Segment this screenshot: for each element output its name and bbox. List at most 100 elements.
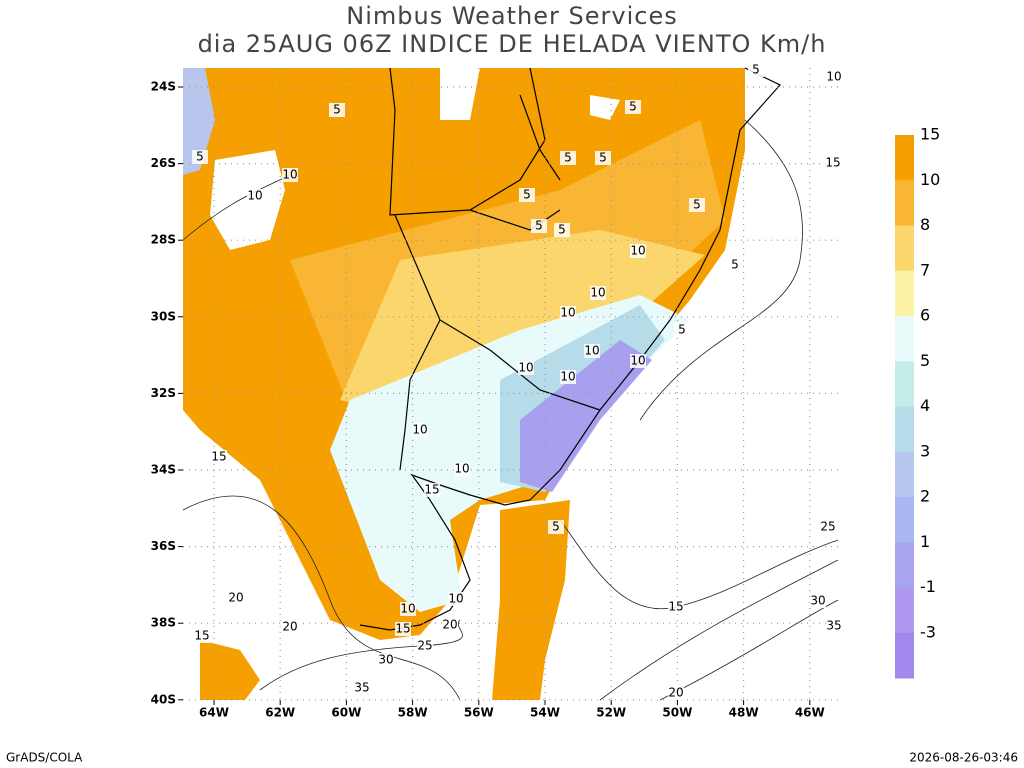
lat-label: 34S xyxy=(151,463,176,477)
contour-label: 20 xyxy=(668,686,683,700)
contour-label: 5 xyxy=(552,520,560,534)
contour-label-bg xyxy=(689,198,705,212)
contour-label: 5 xyxy=(678,323,686,337)
contour-label: 10 xyxy=(448,592,463,606)
contour-label: 5 xyxy=(333,103,341,117)
contour-label-bg xyxy=(560,151,576,165)
colorbar-label: 8 xyxy=(920,215,930,234)
lat-label: 38S xyxy=(151,616,176,630)
contour-label-bg xyxy=(548,520,564,534)
contour-label: 15 xyxy=(194,629,209,643)
contour-label-bg xyxy=(282,620,298,634)
lon-label: 50W xyxy=(662,706,692,720)
colorbar-label: 15 xyxy=(920,125,940,144)
lon-label: 56W xyxy=(464,706,494,720)
contour-label: 20 xyxy=(228,591,243,605)
contour-label-bg xyxy=(748,63,764,77)
contour-label: 25 xyxy=(417,639,432,653)
contour-label-bg xyxy=(228,591,244,605)
contour-label: 10 xyxy=(590,286,605,300)
colorbar-box xyxy=(895,451,914,498)
contour-label-bg xyxy=(560,370,576,384)
contour-label-bg xyxy=(668,686,684,700)
field-purple xyxy=(520,340,652,492)
contour-label: 15 xyxy=(825,156,840,170)
contour-line xyxy=(599,559,839,701)
contour-label: 10 xyxy=(247,189,262,203)
map-fields xyxy=(183,68,838,700)
contour-label-bg xyxy=(442,618,458,632)
contour-line xyxy=(182,174,291,241)
contour-label-bg xyxy=(584,344,600,358)
contour-label-bg xyxy=(395,622,411,636)
title: Nimbus Weather Services xyxy=(346,2,677,30)
colorbar-box xyxy=(895,316,914,362)
contour-label: 10 xyxy=(630,244,645,258)
colorbar-box xyxy=(895,406,914,453)
contour-label-bg xyxy=(826,619,842,633)
colorbar-box xyxy=(895,135,914,181)
contour-label: 5 xyxy=(731,258,739,272)
footer-right: 2026-08-26-03:46 xyxy=(909,751,1018,765)
contour-label: 5 xyxy=(599,151,607,165)
field-white-patch xyxy=(440,68,620,120)
contour-label: 30 xyxy=(378,653,393,667)
contour-label-bg xyxy=(400,602,416,616)
contour-label-bg xyxy=(454,462,470,476)
contour-label-bg xyxy=(825,156,841,170)
contour-label: 25 xyxy=(820,520,835,534)
colorbar-label: 2 xyxy=(920,487,930,506)
contour-label: 15 xyxy=(668,600,683,614)
colorbar-box xyxy=(895,542,914,588)
footer-left: GrADS/COLA xyxy=(6,751,83,765)
contour-label-bg xyxy=(595,151,611,165)
contour-label-bg xyxy=(625,100,641,114)
contour-label: 5 xyxy=(523,188,531,202)
contour-label-bg xyxy=(424,483,440,497)
contour-label-bg xyxy=(668,600,684,614)
grid xyxy=(178,68,838,705)
lat-label: 30S xyxy=(151,309,176,323)
lon-label: 48W xyxy=(729,706,759,720)
field-orange-south xyxy=(200,640,260,700)
contour-label-bg xyxy=(826,70,842,84)
lon-label: 62W xyxy=(265,706,295,720)
colorbar-label: 6 xyxy=(920,306,930,325)
contour-label-bg xyxy=(194,629,210,643)
contour-label-bg xyxy=(674,323,690,337)
contour-label: 10 xyxy=(454,462,469,476)
contour-label: 10 xyxy=(400,602,415,616)
colorbar-box xyxy=(895,361,914,407)
colorbar-label: -1 xyxy=(920,577,936,596)
colorbar-label: 1 xyxy=(920,532,930,551)
contour-label-bg xyxy=(727,258,743,272)
contour-label-bg xyxy=(531,219,547,233)
contour-label: 5 xyxy=(629,100,637,114)
contour-label-bg xyxy=(378,653,394,667)
lon-label: 54W xyxy=(530,706,560,720)
colorbar-box xyxy=(895,225,914,272)
contour-label-bg xyxy=(518,361,534,375)
contour-label: 15 xyxy=(395,622,410,636)
contour-label-bg xyxy=(211,450,227,464)
contour-label: 10 xyxy=(412,423,427,437)
contour-label: 10 xyxy=(630,354,645,368)
lon-label: 60W xyxy=(331,706,361,720)
contour-label-bg xyxy=(247,189,263,203)
contour-label-bg xyxy=(354,681,370,695)
lat-label: 24S xyxy=(151,80,176,94)
contour-label: 10 xyxy=(560,306,575,320)
contour-label-bg xyxy=(417,639,433,653)
field-orange-sea xyxy=(492,500,570,700)
lat-label: 28S xyxy=(151,233,176,247)
contour-label-bg xyxy=(590,286,606,300)
contour-label: 10 xyxy=(826,70,841,84)
contour-label: 30 xyxy=(810,594,825,608)
lon-label: 52W xyxy=(596,706,626,720)
contour-line xyxy=(182,495,461,701)
lat-label: 32S xyxy=(151,386,176,400)
contour-label-bg xyxy=(630,244,646,258)
contour-label-bg xyxy=(560,306,576,320)
contour-label: 10 xyxy=(518,361,533,375)
